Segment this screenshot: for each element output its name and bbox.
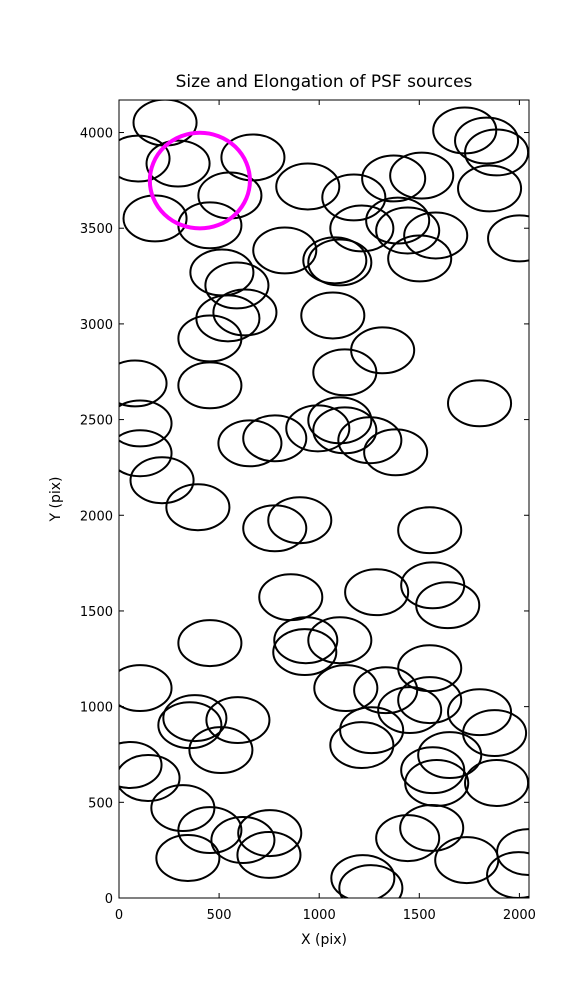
psf-ellipse <box>122 194 188 243</box>
psf-ellipse <box>321 173 387 222</box>
psf-ellipse <box>337 416 403 465</box>
psf-ellipse <box>302 236 368 285</box>
psf-ellipse <box>338 864 404 898</box>
y-tick-label: 1000 <box>80 701 113 716</box>
y-tick-label: 1500 <box>80 605 113 620</box>
psf-ellipse <box>212 288 278 337</box>
plot-marks <box>119 100 529 898</box>
psf-ellipse <box>377 686 443 735</box>
psf-ellipse <box>397 676 463 725</box>
psf-ellipse <box>457 164 523 213</box>
x-tick-label: 1500 <box>403 908 436 923</box>
psf-ellipse <box>157 701 223 750</box>
psf-ellipse <box>155 834 221 882</box>
psf-ellipse <box>447 379 513 428</box>
y-tick-label: 2000 <box>80 509 113 524</box>
psf-ellipse <box>217 419 283 468</box>
psf-ellipse <box>464 128 529 177</box>
psf-ellipse <box>387 234 453 283</box>
psf-ellipse <box>273 616 339 665</box>
psf-ellipse <box>205 696 271 744</box>
y-axis-label: Y (pix) <box>48 477 64 523</box>
psf-ellipse <box>397 506 463 555</box>
psf-ellipse <box>462 709 528 758</box>
highlight-circle <box>147 130 252 231</box>
psf-ellipse <box>119 359 168 408</box>
psf-ellipse <box>487 214 529 263</box>
psf-ellipse <box>119 741 163 789</box>
y-tick-label: 4000 <box>80 127 113 142</box>
psf-ellipse <box>344 568 410 617</box>
psf-ellipse <box>119 134 171 183</box>
y-tick-label: 3000 <box>80 318 113 333</box>
psf-ellipse <box>162 694 228 743</box>
psf-ellipse <box>400 746 466 795</box>
psf-ellipse <box>119 754 181 802</box>
y-tick-label: 2500 <box>80 414 113 429</box>
psf-ellipse <box>275 162 341 211</box>
psf-ellipse <box>242 414 308 463</box>
psf-ellipse <box>403 211 469 260</box>
psf-ellipse <box>365 196 431 245</box>
psf-ellipse <box>119 664 173 713</box>
psf-ellipse <box>236 830 302 879</box>
x-axis-label: X (pix) <box>301 932 347 948</box>
psf-ellipse <box>307 396 373 445</box>
psf-ellipse <box>447 688 513 737</box>
psf-ellipse <box>329 721 395 770</box>
psf-ellipse <box>267 496 333 545</box>
psf-ellipse <box>285 404 351 453</box>
psf-ellipse <box>220 133 286 182</box>
chart-title: Size and Elongation of PSF sources <box>176 72 473 92</box>
x-tick-label: 1000 <box>303 908 336 923</box>
psf-ellipse <box>375 206 441 255</box>
y-tick-label: 0 <box>105 892 113 907</box>
psf-ellipse <box>363 428 429 477</box>
x-tick-label: 0 <box>115 908 123 923</box>
x-tick-label: 500 <box>207 908 232 923</box>
psf-ellipse <box>210 816 276 864</box>
plot-frame <box>118 99 530 899</box>
psf-ellipse <box>252 226 318 275</box>
psf-ellipse <box>119 429 173 478</box>
psf-ellipse <box>300 291 366 340</box>
psf-ellipse <box>145 139 211 188</box>
psf-ellipse <box>177 806 243 855</box>
psf-ellipse <box>375 814 441 863</box>
psf-ellipse <box>204 261 270 310</box>
psf-ellipse <box>361 154 427 203</box>
psf-ellipse <box>464 759 529 807</box>
psf-ellipse <box>339 706 405 755</box>
psf-ellipse <box>389 151 455 200</box>
psf-ellipse <box>119 399 173 448</box>
psf-ellipse <box>129 456 195 505</box>
y-tick-label: 3500 <box>80 222 113 237</box>
psf-ellipse <box>312 348 378 397</box>
psf-ellipse <box>165 483 231 532</box>
psf-ellipse <box>272 628 338 677</box>
psf-ellipse <box>177 619 243 668</box>
x-tick-label: 2000 <box>503 908 536 923</box>
psf-ellipse <box>177 361 243 410</box>
psf-ellipse <box>313 664 379 713</box>
psf-ellipse <box>237 809 303 858</box>
psf-ellipse <box>417 731 483 780</box>
y-tick-label: 500 <box>88 796 113 811</box>
psf-ellipse <box>454 116 520 165</box>
psf-ellipse <box>397 644 463 693</box>
psf-ellipse <box>307 238 373 287</box>
psf-ellipse <box>329 204 395 253</box>
psf-ellipse <box>415 581 481 630</box>
psf-ellipse <box>330 854 396 898</box>
psf-ellipse <box>307 616 373 665</box>
